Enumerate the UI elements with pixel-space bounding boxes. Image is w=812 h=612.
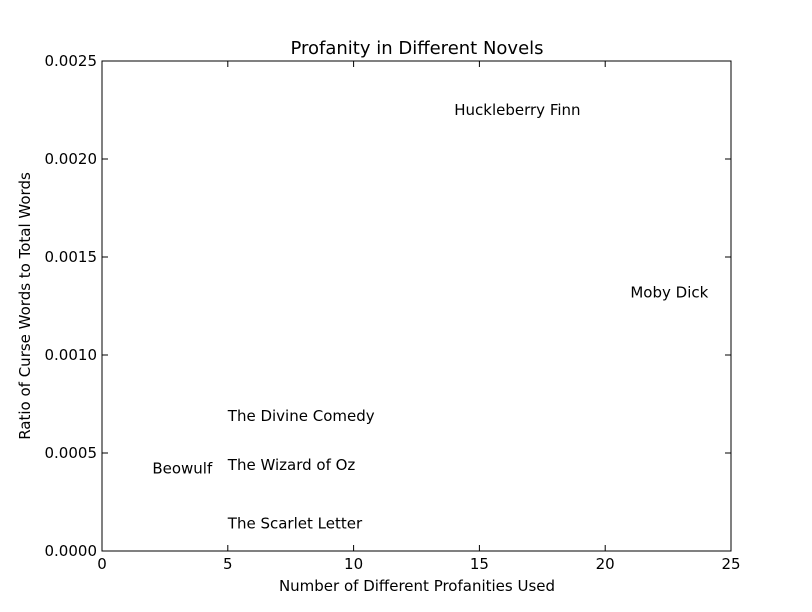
y-tick-label: 0.0025 (45, 52, 98, 70)
x-tick-label: 15 (470, 555, 489, 573)
x-tick-label: 10 (344, 555, 363, 573)
y-tick-label: 0.0010 (45, 346, 98, 364)
point-label: The Scarlet Letter (227, 515, 363, 533)
chart-title: Profanity in Different Novels (290, 38, 543, 59)
x-tick-label: 0 (97, 555, 107, 573)
point-label: Moby Dick (630, 283, 708, 301)
point-label: The Wizard of Oz (227, 456, 356, 474)
y-tick-label: 0.0015 (45, 248, 98, 266)
point-label: Beowulf (152, 460, 213, 478)
x-axis-label: Number of Different Profanities Used (279, 577, 555, 595)
y-tick-label: 0.0020 (45, 150, 98, 168)
plot-area (101, 60, 732, 552)
y-tick-label: 0.0005 (45, 444, 98, 462)
x-tick-label: 5 (223, 555, 233, 573)
x-tick-label: 20 (596, 555, 615, 573)
y-axis-label: Ratio of Curse Words to Total Words (16, 172, 34, 440)
point-label: Huckleberry Finn (454, 101, 580, 119)
data-labels: Huckleberry Finn Moby Dick The Divine Come… (152, 101, 708, 533)
x-tick-label: 25 (721, 555, 740, 573)
point-label: The Divine Comedy (227, 407, 375, 425)
axis-ticks: 0 5 10 15 20 25 0.0000 0.0005 0.0010 0.0015 0.0020… (45, 52, 741, 573)
y-tick-label: 0.0000 (45, 542, 98, 560)
